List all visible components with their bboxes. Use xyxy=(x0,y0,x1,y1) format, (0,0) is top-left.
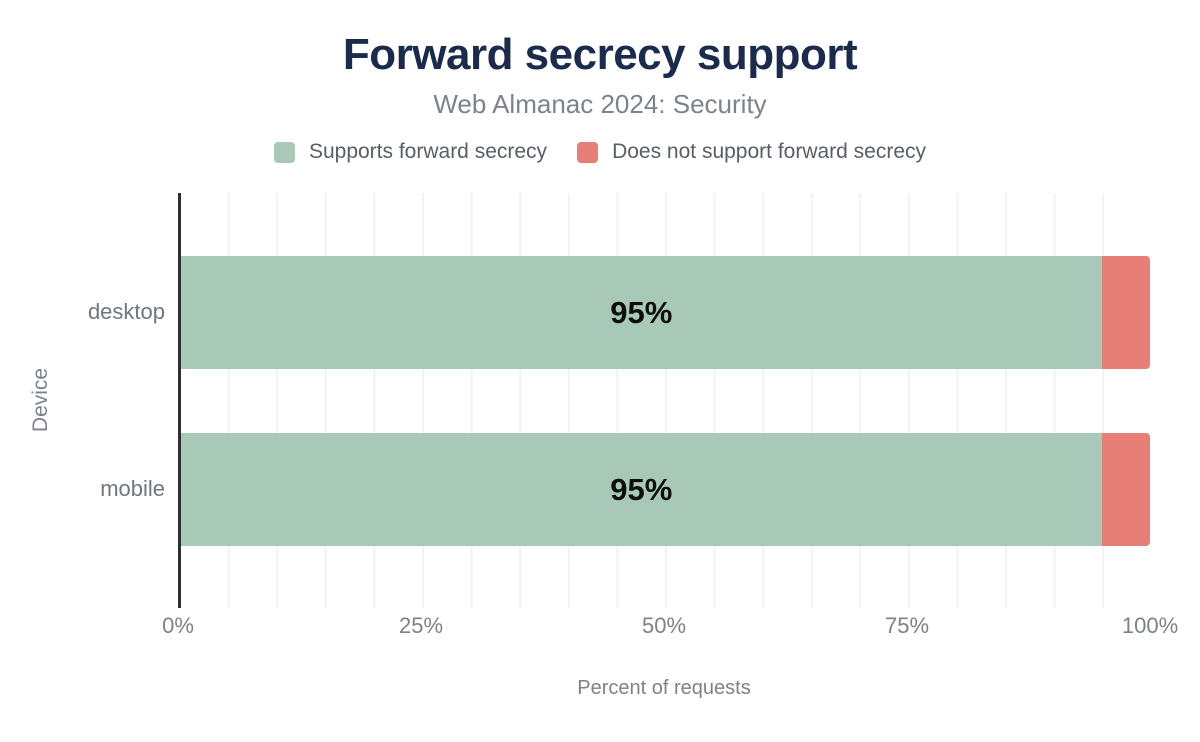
bar-segment-mobile-no-support[interactable] xyxy=(1101,433,1150,546)
bar-segment-mobile-supports[interactable]: 95% xyxy=(181,433,1102,546)
legend-swatch-icon xyxy=(273,141,295,163)
x-axis-title: Percent of requests xyxy=(577,677,751,699)
legend-swatch-icon xyxy=(577,141,599,163)
bar-mobile: 95% xyxy=(181,433,1150,546)
chart-title: Forward secrecy support xyxy=(342,30,858,79)
legend-label: Supports forward secrecy xyxy=(308,140,548,163)
x-tick-label-0pct: 0% xyxy=(162,613,194,638)
bar-value-label: 95% xyxy=(610,294,673,330)
x-tick-label-25pct: 25% xyxy=(398,613,444,638)
legend-item-1[interactable]: Does not support forward secrecy xyxy=(577,140,926,164)
x-tick-label-75pct: 75% xyxy=(884,613,930,638)
bar-segment-desktop-no-support[interactable] xyxy=(1101,256,1150,369)
bar-value-label: 95% xyxy=(610,471,673,507)
chart-subtitle: Web Almanac 2024: Security xyxy=(433,89,767,119)
legend: Supports forward secrecy Does not support… xyxy=(0,140,1200,164)
category-label-desktop: desktop xyxy=(87,299,165,324)
category-axis-labels: desktop mobile xyxy=(0,193,165,608)
legend-item-0[interactable]: Supports forward secrecy xyxy=(273,140,548,164)
x-axis-ticks: 0% 25% 50% 75% 100% xyxy=(162,613,1178,641)
x-tick-label-50pct: 50% xyxy=(641,613,687,638)
bar-desktop: 95% xyxy=(181,256,1150,369)
category-label-mobile: mobile xyxy=(100,476,165,501)
x-tick-label-100pct: 100% xyxy=(1121,613,1179,638)
legend-label: Does not support forward secrecy xyxy=(612,140,927,163)
bar-segment-desktop-supports[interactable]: 95% xyxy=(181,256,1102,369)
plot-area: 95% 95% xyxy=(178,193,1150,608)
